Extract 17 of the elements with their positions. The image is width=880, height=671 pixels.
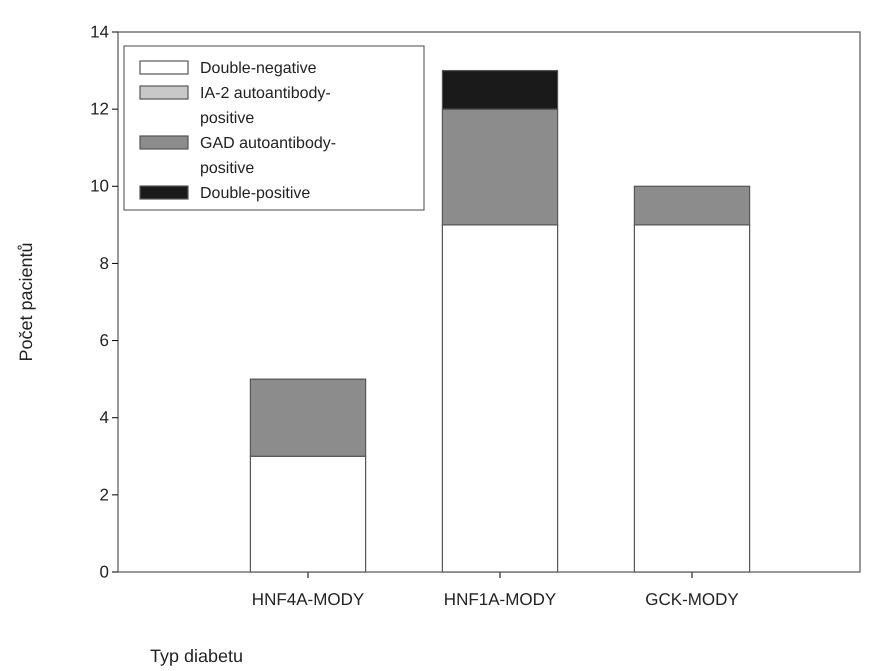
x-tick-label: HNF4A-MODY — [252, 590, 364, 609]
legend-label: Double-positive — [200, 185, 310, 202]
y-tick-label: 2 — [100, 485, 109, 504]
y-tick-label: 0 — [100, 562, 109, 582]
y-tick-label: 8 — [100, 254, 109, 273]
legend-label: Double-negative — [200, 60, 317, 77]
legend-label: GAD autoantibody-positive — [200, 135, 336, 177]
x-tick-label: GCK-MODY — [645, 590, 739, 609]
legend-label: IA-2 autoantibody-positive — [200, 85, 331, 127]
y-tick-label: 14 — [90, 22, 109, 42]
y-tick-label: 10 — [90, 176, 109, 196]
y-tick-label: 6 — [100, 331, 109, 350]
y-tick-label: 4 — [100, 408, 109, 428]
x-axis-title: Typ diabetu — [150, 646, 244, 666]
y-tick-label: 12 — [90, 100, 109, 119]
x-tick-label: HNF1A-MODY — [444, 590, 556, 609]
y-axis-title: Počet pacientů — [16, 242, 36, 362]
